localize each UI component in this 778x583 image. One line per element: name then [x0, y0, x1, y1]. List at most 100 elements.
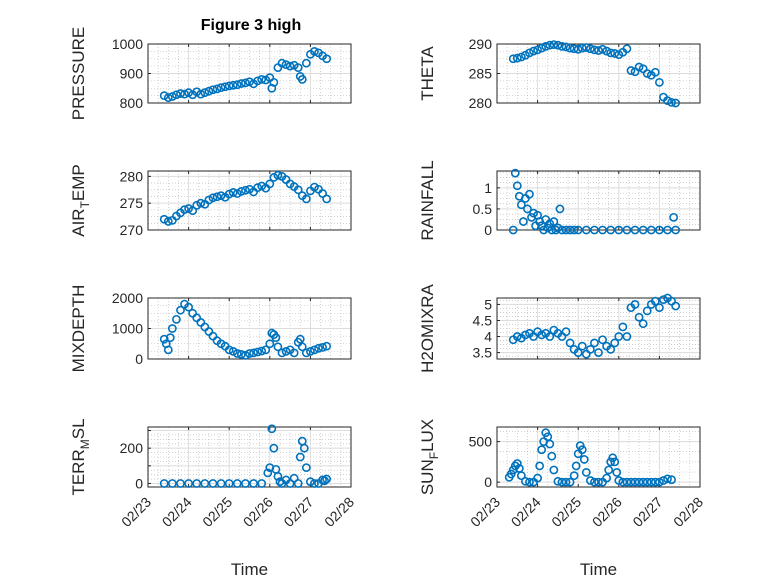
- series-mixdepth: [159, 299, 332, 360]
- y-tick-label: 2000: [112, 290, 143, 306]
- data-point: [598, 44, 607, 54]
- data-point: [602, 46, 612, 56]
- data-point: [257, 75, 267, 84]
- x-axis-label: Time: [231, 560, 268, 579]
- data-point: [322, 194, 332, 204]
- data-point: [598, 225, 607, 235]
- data-point: [537, 445, 547, 455]
- data-point: [642, 306, 652, 316]
- data-point: [545, 40, 555, 50]
- data-point: [273, 170, 283, 180]
- data-point: [204, 86, 214, 96]
- data-point: [224, 345, 234, 355]
- data-point: [590, 225, 599, 235]
- y-tick-label: 0: [484, 474, 492, 490]
- y-tick-label: 290: [469, 36, 493, 52]
- data-point: [594, 477, 603, 487]
- data-point: [159, 334, 169, 344]
- data-point: [533, 473, 542, 483]
- data-point: [535, 461, 545, 471]
- data-point: [585, 476, 595, 485]
- data-point: [180, 89, 189, 99]
- data-point: [508, 54, 518, 64]
- x-tick-label: 02/27: [280, 494, 316, 530]
- subplot-terr_msl: 0 200 02/23 02/24 02/25 02/26 02/27 02/28 Time TE…: [69, 418, 357, 579]
- data-point: [267, 424, 277, 434]
- data-point: [646, 477, 656, 487]
- x-tick-label: 02/23: [467, 494, 503, 530]
- data-point: [579, 455, 589, 464]
- data-point: [159, 479, 169, 488]
- data-point: [553, 476, 563, 486]
- y-tick-label: 280: [120, 168, 144, 184]
- data-point: [610, 49, 620, 58]
- data-point: [224, 479, 234, 488]
- data-point: [512, 53, 522, 63]
- data-point: [525, 189, 534, 199]
- data-point: [295, 334, 305, 344]
- data-point: [634, 312, 644, 322]
- series-air_temp: [159, 170, 332, 226]
- data-point: [208, 479, 218, 488]
- data-point: [638, 225, 648, 235]
- series-sun_flux: [504, 428, 676, 487]
- y-tick-label: 200: [120, 440, 144, 456]
- series-theta: [508, 40, 681, 108]
- data-point: [533, 45, 542, 55]
- data-point: [573, 225, 583, 235]
- data-point: [602, 473, 612, 483]
- data-point: [655, 303, 664, 313]
- data-point: [523, 204, 532, 214]
- data-point: [257, 346, 267, 356]
- data-point: [638, 477, 648, 487]
- data-point: [297, 75, 307, 84]
- data-point: [565, 338, 575, 348]
- y-tick-label: 285: [469, 66, 493, 82]
- data-point: [293, 185, 303, 195]
- subplot-mixdepth: 0 1000 2000 MIXDEPTH: [69, 285, 352, 372]
- data-point: [289, 348, 299, 358]
- data-point: [612, 468, 622, 477]
- subplot-air_temp: 270 275 280 AIRTEMP: [69, 164, 352, 238]
- data-point: [614, 332, 624, 341]
- data-point: [577, 43, 587, 53]
- data-point: [590, 477, 599, 487]
- data-point: [281, 346, 291, 356]
- data-point: [529, 46, 538, 56]
- y-axis-label: RAINFALL: [418, 160, 437, 240]
- data-point: [295, 452, 305, 462]
- data-point: [277, 58, 287, 68]
- axes-box: [147, 170, 352, 231]
- data-point: [642, 69, 652, 78]
- data-point: [622, 225, 632, 235]
- data-point: [557, 225, 567, 235]
- data-point: [521, 330, 530, 340]
- data-point: [167, 324, 177, 333]
- axes-box: [147, 426, 352, 488]
- data-point: [516, 471, 526, 481]
- data-point: [196, 198, 206, 208]
- data-point: [196, 89, 206, 99]
- subplot-h2omixra: 3.544.55 H2OMIXRA: [418, 283, 701, 373]
- data-point: [236, 186, 246, 196]
- data-point: [606, 225, 616, 235]
- data-point: [281, 60, 291, 70]
- x-tick-label: 02/26: [589, 494, 625, 530]
- data-point: [163, 345, 173, 355]
- y-axis-label: PRESSURE: [69, 27, 88, 121]
- data-point: [261, 345, 271, 355]
- data-point: [236, 350, 246, 359]
- data-point: [236, 79, 246, 88]
- data-point: [537, 43, 547, 53]
- series-rainfall: [508, 168, 681, 235]
- data-point: [537, 330, 547, 340]
- data-point: [265, 339, 275, 349]
- data-point: [318, 343, 327, 352]
- data-point: [263, 468, 273, 478]
- data-point: [301, 194, 311, 204]
- data-point: [301, 348, 311, 358]
- data-point: [626, 477, 636, 487]
- y-axis-label: AIRTEMP: [69, 164, 92, 237]
- data-point: [630, 225, 640, 235]
